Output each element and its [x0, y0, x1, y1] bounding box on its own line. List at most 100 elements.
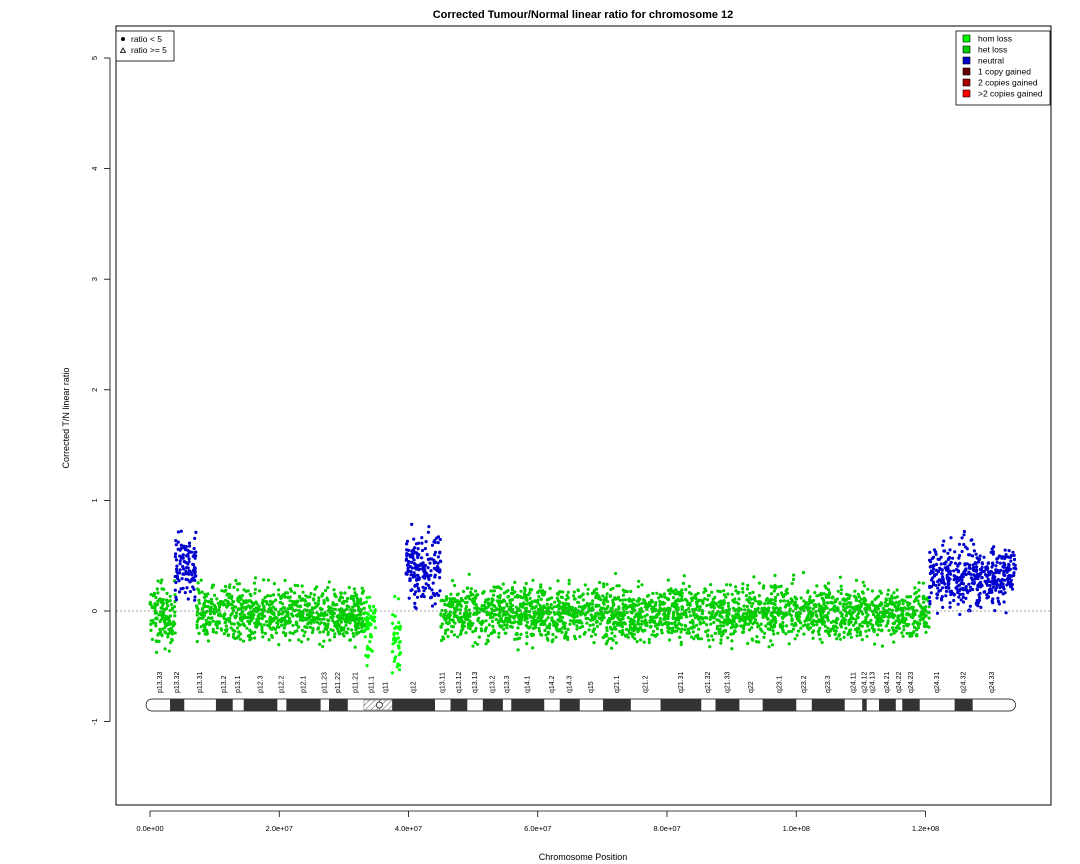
data-point: [846, 633, 850, 637]
data-point: [812, 619, 816, 623]
data-point: [455, 608, 459, 612]
data-point: [875, 619, 879, 623]
data-point: [839, 588, 844, 592]
cytoband: [215, 699, 233, 711]
data-point: [208, 612, 213, 616]
data-point: [486, 605, 490, 609]
data-point: [194, 530, 198, 535]
data-point: [635, 599, 639, 603]
data-point: [932, 563, 936, 567]
data-point: [284, 633, 288, 638]
data-point: [473, 629, 477, 633]
data-point: [616, 595, 620, 600]
data-point: [193, 536, 197, 541]
data-point: [757, 640, 761, 644]
data-point: [854, 617, 858, 622]
data-point: [262, 599, 266, 603]
data-point: [771, 629, 775, 633]
data-point: [964, 573, 968, 577]
data-point: [957, 595, 961, 599]
data-point: [886, 621, 890, 626]
data-point: [649, 615, 653, 619]
data-point: [193, 598, 197, 602]
data-point: [390, 671, 394, 675]
data-point: [149, 619, 153, 623]
data-point: [727, 608, 731, 612]
data-point: [566, 590, 570, 594]
data-point: [728, 583, 733, 587]
data-point: [575, 624, 579, 628]
data-point: [557, 600, 561, 604]
data-point: [1009, 559, 1013, 563]
data-point: [671, 596, 676, 600]
data-point: [150, 637, 154, 642]
data-point: [673, 604, 677, 608]
data-point: [438, 568, 442, 572]
data-point: [440, 622, 444, 626]
data-point: [211, 619, 215, 623]
data-point: [567, 602, 571, 606]
data-point: [179, 543, 183, 547]
data-point: [498, 624, 502, 628]
data-point: [667, 611, 671, 615]
data-point: [239, 595, 243, 599]
data-point: [390, 650, 395, 654]
data-point: [333, 624, 337, 628]
data-point: [547, 626, 552, 630]
data-point: [182, 544, 186, 548]
data-point: [332, 607, 336, 611]
data-point: [844, 598, 848, 602]
data-point: [712, 616, 716, 620]
data-point: [697, 608, 701, 613]
data-point: [288, 599, 292, 603]
data-point: [621, 598, 625, 602]
data-point: [864, 611, 868, 615]
data-point: [550, 640, 554, 644]
data-point: [651, 606, 655, 610]
data-point: [688, 591, 692, 595]
data-point: [985, 596, 989, 600]
data-point: [365, 664, 369, 668]
data-point: [291, 631, 295, 636]
data-point: [369, 623, 373, 627]
data-point: [353, 616, 357, 620]
data-point: [879, 623, 883, 627]
data-point: [543, 628, 547, 633]
data-point: [605, 582, 609, 587]
data-point: [286, 607, 290, 611]
data-point: [676, 590, 680, 594]
data-point: [465, 617, 469, 621]
data-point: [490, 619, 495, 624]
data-point: [510, 625, 514, 629]
data-point: [808, 595, 812, 599]
data-point: [416, 547, 420, 551]
data-point: [922, 600, 926, 604]
data-point: [987, 588, 992, 592]
data-point: [587, 628, 591, 632]
data-point: [668, 607, 672, 611]
data-point: [996, 599, 1001, 604]
data-point: [254, 600, 258, 604]
data-point: [958, 576, 962, 580]
data-point: [156, 599, 160, 603]
data-point: [500, 607, 504, 611]
data-point: [637, 579, 641, 583]
data-point: [783, 592, 787, 597]
data-point: [351, 594, 355, 599]
data-point: [946, 583, 951, 587]
data-point: [204, 628, 208, 632]
data-point: [420, 541, 424, 545]
data-point: [741, 590, 745, 594]
data-point: [305, 613, 309, 617]
data-point: [248, 592, 252, 596]
data-point: [202, 628, 206, 632]
data-point: [355, 621, 359, 626]
data-point: [572, 590, 576, 594]
data-point: [352, 602, 356, 606]
data-point: [459, 629, 463, 633]
legend-swatch: [962, 56, 971, 65]
data-point: [483, 600, 487, 604]
data-point: [876, 613, 881, 618]
data-point: [773, 598, 777, 602]
data-point: [725, 583, 729, 587]
